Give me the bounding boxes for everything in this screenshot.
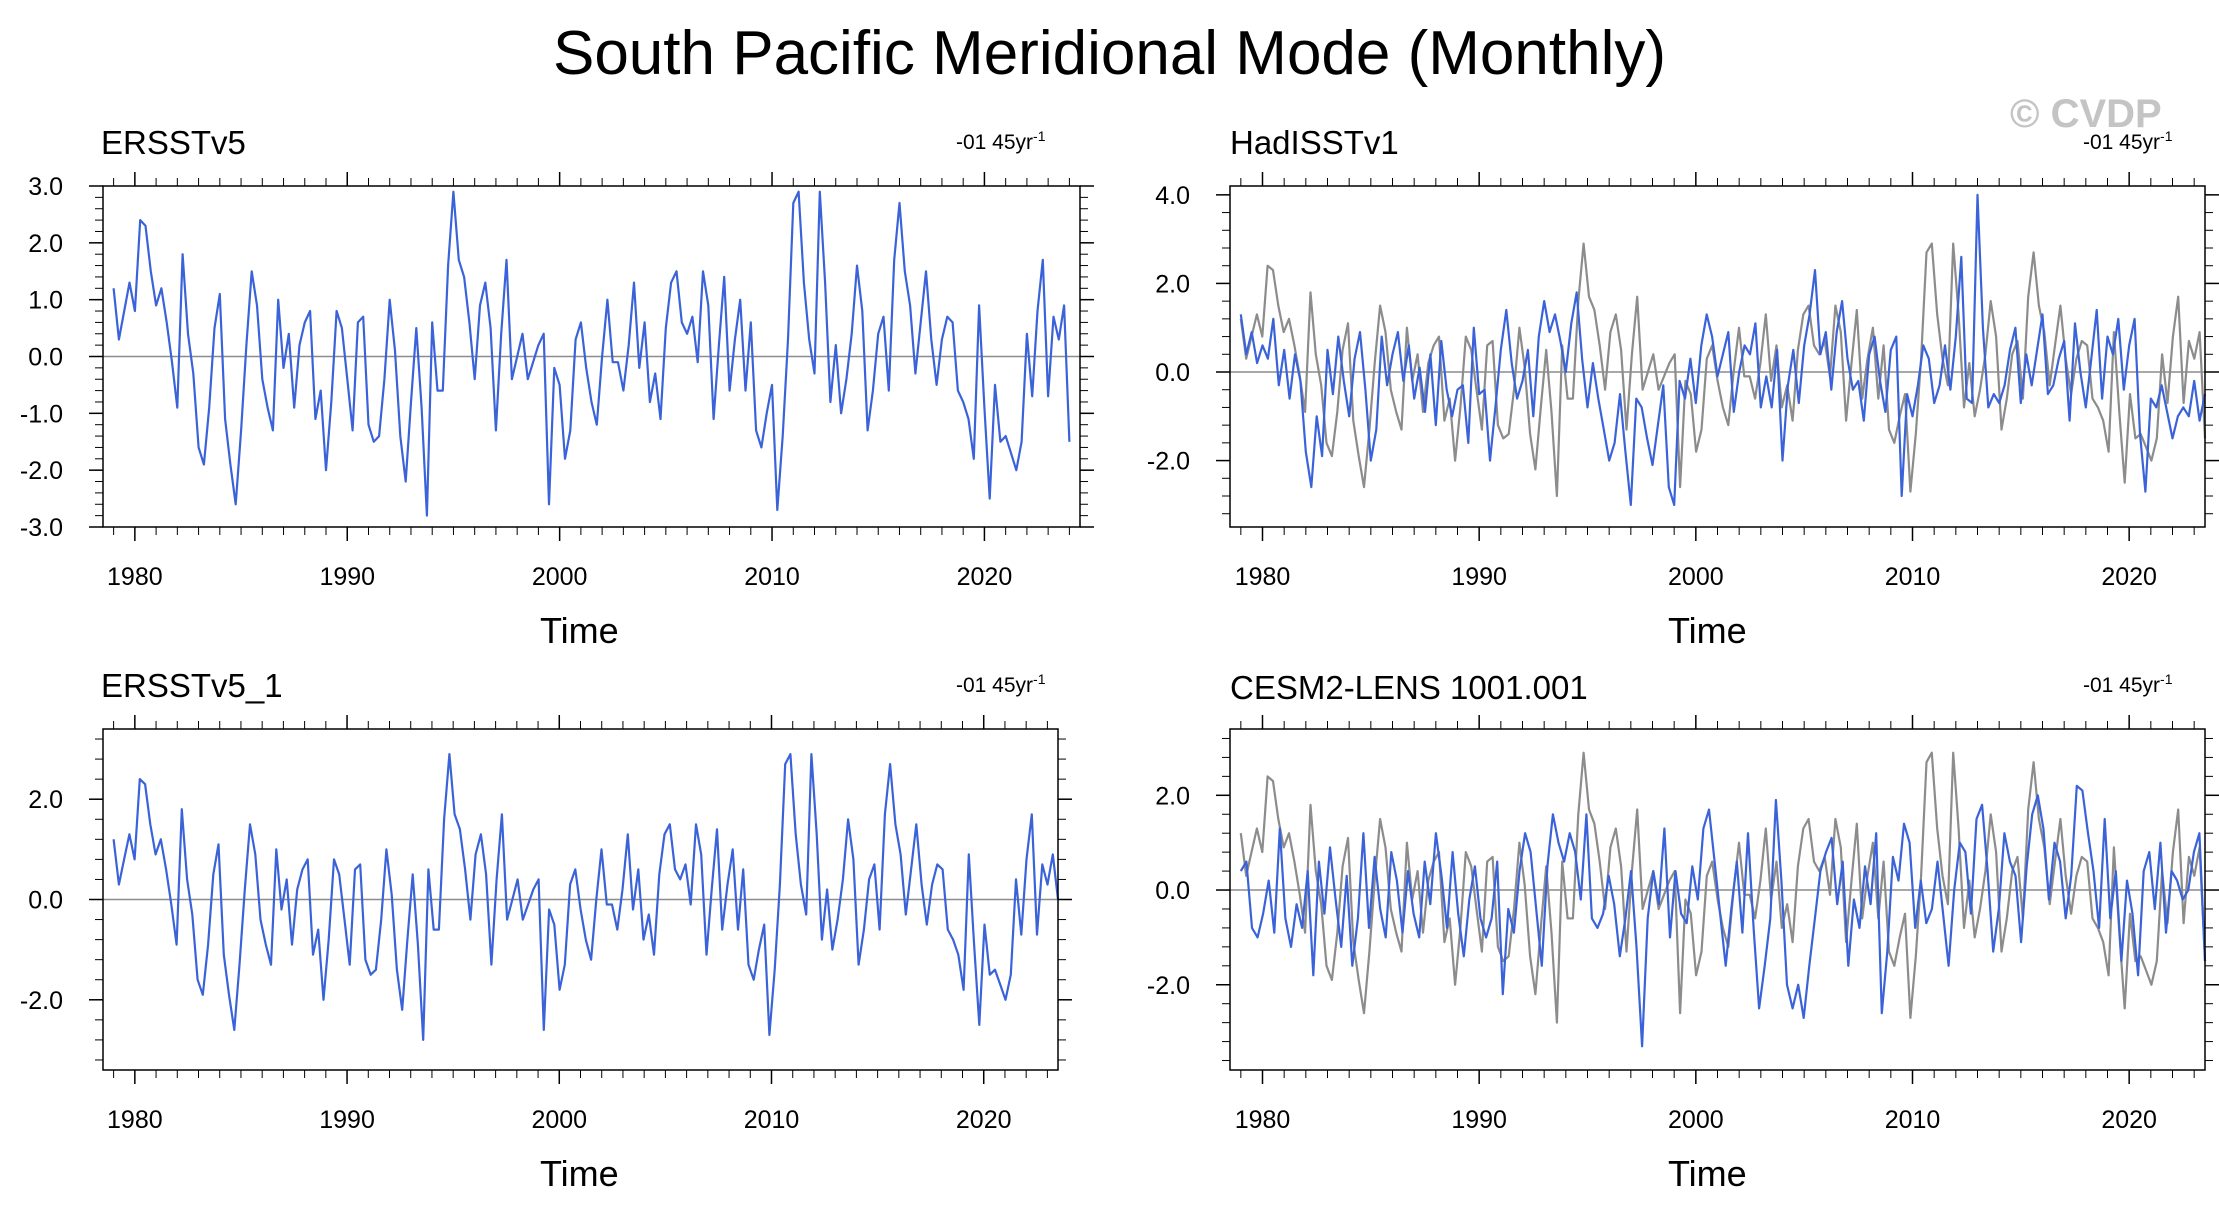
x-tick-label: 1990	[319, 563, 375, 591]
series-line-ersstv5-observations-	[1239, 751, 2207, 1024]
y-tick-label: 2.0	[28, 230, 63, 258]
panel-4-trend: -01 45yr-1	[2083, 671, 2173, 697]
panel-1-xlabel: Time	[540, 610, 619, 651]
x-tick-label: 2000	[532, 563, 588, 591]
panel-3-trend: -01 45yr-1	[956, 671, 1046, 697]
series-line-hadisstv1	[1239, 193, 2207, 506]
panel-hadisstv1: -2.0 0.0 2.0 4.0 1980 1990 2000 2010 2020	[1147, 172, 2219, 591]
y-tick-label: -2.0	[20, 457, 63, 485]
x-tick-label: 1990	[1451, 563, 1507, 591]
panel-2-trend: -01 45yr-1	[2083, 128, 2173, 154]
panel-cesm2-lens: -2.0 0.0 2.0 1980 1990 2000 2010 2020	[1147, 715, 2219, 1134]
y-tick-label: 2.0	[1155, 270, 1190, 298]
panel-2-xlabel: Time	[1668, 610, 1747, 651]
y-tick-label: -2.0	[20, 987, 63, 1015]
series-line-cesm2-lens-1001-001	[1239, 784, 2207, 1048]
panel-2-title: HadISSTv1	[1230, 124, 1399, 161]
panel-ersstv5: -3.0 -2.0 -1.0 0.0 1.0 2.0 3.0 1980 1990 2000 2010…	[20, 172, 1094, 591]
x-tick-label: 1990	[1451, 1106, 1507, 1134]
panel-1-title: ERSSTv5	[101, 124, 246, 161]
x-tick-label: 2020	[956, 1106, 1012, 1134]
x-tick-label: 2010	[744, 563, 800, 591]
y-tick-label: 2.0	[1155, 782, 1190, 810]
series-line-ersstv5-1	[112, 752, 1060, 1042]
x-tick-label: 2020	[2101, 563, 2157, 591]
y-tick-label: 2.0	[28, 786, 63, 814]
y-tick-label: 0.0	[1155, 877, 1190, 905]
panel-4-title: CESM2-LENS 1001.001	[1230, 669, 1588, 706]
x-tick-label: 1980	[107, 563, 163, 591]
y-tick-label: -3.0	[20, 514, 63, 542]
x-tick-label: 2010	[1885, 1106, 1941, 1134]
watermark-copyright: © CVDP	[2010, 92, 2162, 136]
x-tick-label: 2020	[2101, 1106, 2157, 1134]
figure-title: South Pacific Meridional Mode (Monthly)	[552, 19, 1667, 88]
x-tick-label: 2000	[531, 1106, 587, 1134]
x-tick-label: 1980	[107, 1106, 163, 1134]
x-tick-label: 1980	[1235, 563, 1291, 591]
panel-3-title: ERSSTv5_1	[101, 667, 283, 704]
panel-ersstv5-1: -2.0 0.0 2.0 1980 1990 2000 2010 2020	[20, 715, 1072, 1134]
panel-1-trend: -01 45yr-1	[956, 128, 1046, 154]
x-tick-label: 2000	[1668, 563, 1724, 591]
x-tick-label: 2010	[1885, 563, 1941, 591]
panel-3-xlabel: Time	[540, 1153, 619, 1194]
y-tick-label: -2.0	[1147, 448, 1190, 476]
y-tick-label: -2.0	[1147, 972, 1190, 1000]
x-tick-label: 1990	[319, 1106, 375, 1134]
series-line-ersstv5	[112, 190, 1071, 517]
x-tick-label: 2010	[744, 1106, 800, 1134]
panel-4-xlabel: Time	[1668, 1153, 1747, 1194]
y-tick-label: 0.0	[28, 344, 63, 372]
y-tick-label: 3.0	[28, 173, 63, 201]
y-tick-label: 4.0	[1155, 182, 1190, 210]
y-tick-label: 0.0	[28, 887, 63, 915]
y-tick-label: 0.0	[1155, 359, 1190, 387]
y-tick-label: 1.0	[28, 287, 63, 315]
x-tick-label: 2000	[1668, 1106, 1724, 1134]
x-tick-label: 1980	[1235, 1106, 1291, 1134]
y-tick-label: -1.0	[20, 400, 63, 428]
x-tick-label: 2020	[957, 563, 1013, 591]
